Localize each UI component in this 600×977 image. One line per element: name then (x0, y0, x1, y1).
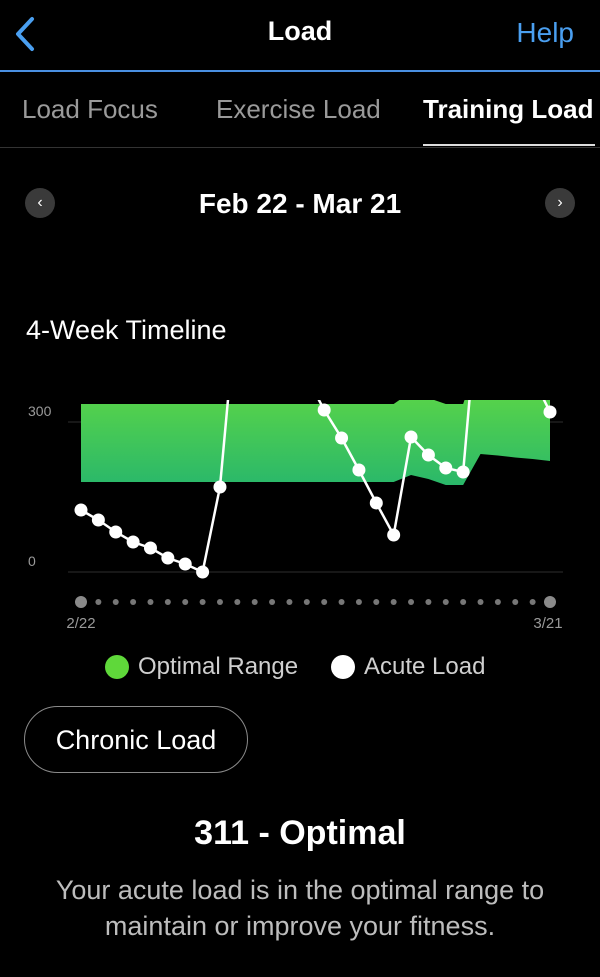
y-tick-label: 0 (28, 553, 36, 569)
timeline-day-dot (425, 599, 432, 605)
acute-load-point (178, 557, 192, 571)
tab-exercise-load[interactable]: Exercise Load (216, 94, 381, 124)
timeline-day-dot (355, 599, 362, 605)
timeline-day-dot (75, 596, 87, 608)
tab-load-focus[interactable]: Load Focus (22, 94, 158, 124)
page-title: Load (267, 16, 333, 46)
legend-label: Acute Load (364, 653, 486, 680)
acute-load-point (213, 480, 227, 494)
chevron-right-icon: › (557, 194, 563, 211)
chevron-left-icon: ‹ (37, 194, 43, 211)
legend-label: Optimal Range (138, 653, 299, 680)
timeline-day-dot (147, 599, 154, 605)
acute-load-point (109, 525, 123, 539)
x-label-end: 3/21 (533, 615, 562, 632)
acute-load-line (80, 400, 552, 574)
timeline-day-dot (494, 599, 501, 605)
acute-load-point (543, 405, 557, 419)
help-button[interactable]: Help (516, 17, 574, 48)
x-label-start: 2/22 (66, 615, 95, 632)
legend-acute-load: Acute Load (331, 653, 485, 681)
timeline-day-dot (286, 599, 293, 605)
next-range-button[interactable]: › (545, 188, 575, 218)
active-tab-indicator (423, 144, 595, 146)
acute-load-point (91, 513, 105, 527)
white-dot-icon (331, 655, 355, 679)
timeline-day-dot (408, 599, 415, 605)
timeline-day-dot (216, 599, 223, 605)
acute-load-point (317, 403, 331, 417)
timeline-day-dot (269, 599, 276, 605)
timeline-day-dot (477, 599, 484, 605)
legend-optimal-range: Optimal Range (105, 653, 298, 681)
acute-load-point (369, 496, 383, 510)
acute-load-point (335, 431, 349, 445)
header-divider (0, 70, 600, 72)
acute-load-point (196, 565, 210, 579)
acute-load-point (126, 535, 140, 549)
acute-load-point (404, 430, 418, 444)
y-tick-label: 300 (28, 403, 52, 419)
timeline-day-dot (164, 599, 171, 605)
acute-load-point (387, 528, 401, 542)
timeline-day-dot (460, 599, 467, 605)
chronic-load-button[interactable]: Chronic Load (24, 706, 248, 773)
timeline-day-dot (130, 599, 137, 605)
timeline-day-dot (390, 599, 397, 605)
tab-training-load[interactable]: Training Load (423, 94, 594, 124)
timeline-day-dot (182, 599, 189, 605)
status-title: 311 - Optimal (194, 814, 406, 852)
timeline-day-dot (234, 599, 241, 605)
green-dot-icon (105, 655, 129, 679)
acute-load-point (352, 463, 366, 477)
timeline-day-dot (303, 599, 310, 605)
timeline-day-dot (529, 599, 536, 605)
timeline-day-dot (512, 599, 519, 605)
back-button[interactable] (12, 14, 42, 54)
timeline-day-dot (199, 599, 206, 605)
prev-range-button[interactable]: ‹ (25, 188, 55, 218)
timeline-day-dot (544, 596, 556, 608)
optimal-range-band (81, 400, 550, 485)
status-description: Your acute load is in the optimal range … (55, 875, 545, 941)
timeline-day-dot (338, 599, 345, 605)
date-range: Feb 22 - Mar 21 (198, 188, 402, 219)
timeline-day-dot (321, 599, 328, 605)
timeline-day-dot (251, 599, 258, 605)
timeline-title: 4-Week Timeline (26, 315, 227, 345)
timeline-day-dot (95, 599, 102, 605)
acute-load-point (143, 541, 157, 555)
acute-load-point (161, 551, 175, 565)
acute-load-point (456, 465, 470, 479)
acute-load-point (439, 461, 453, 475)
acute-load-point (421, 448, 435, 462)
timeline-day-dot (373, 599, 380, 605)
training-load-chart: 03006009002/22 3/21 (28, 400, 563, 632)
tab-divider (0, 147, 600, 148)
acute-load-point (74, 503, 88, 517)
timeline-day-dot (442, 599, 449, 605)
timeline-day-dot (112, 599, 119, 605)
chevron-left-icon (16, 17, 34, 51)
